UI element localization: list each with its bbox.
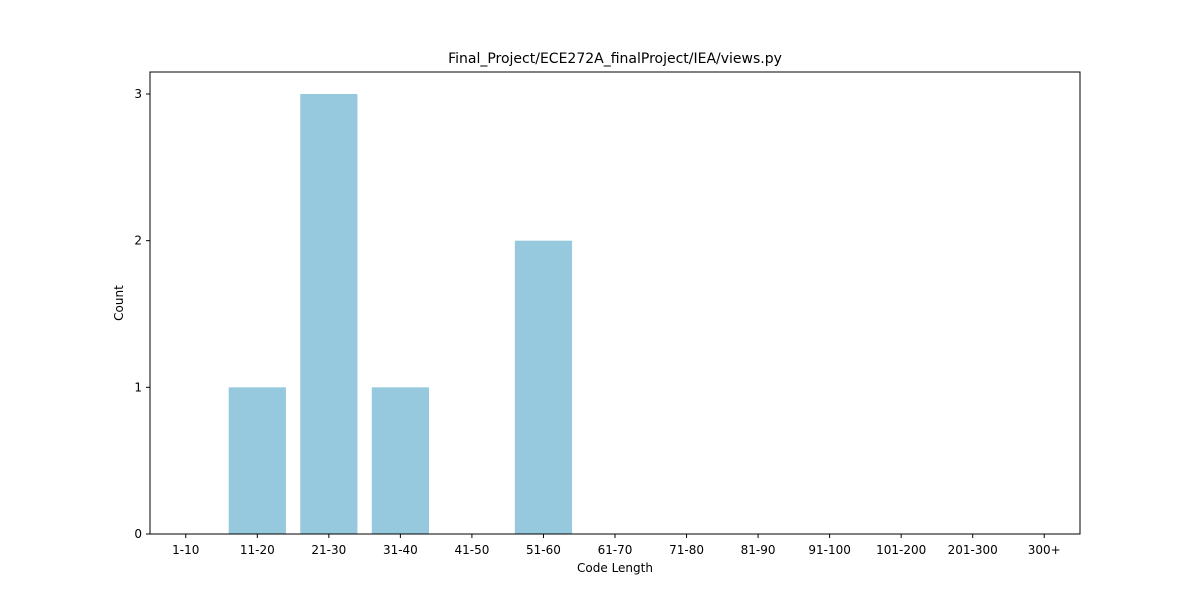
x-tick-label: 61-70 bbox=[598, 543, 633, 557]
x-tick-label: 81-90 bbox=[741, 543, 776, 557]
x-tick-label: 31-40 bbox=[383, 543, 418, 557]
x-tick-label: 21-30 bbox=[311, 543, 346, 557]
x-axis: 1-10 11-20 21-30 31-40 41-50 51-60 61-70 71-80 8… bbox=[172, 534, 1061, 557]
bar-51-60 bbox=[514, 240, 573, 534]
x-axis-label: Code Length bbox=[577, 561, 653, 575]
x-tick-label: 91-100 bbox=[808, 543, 851, 557]
x-tick-label: 201-300 bbox=[948, 543, 998, 557]
y-axis-label: Count bbox=[112, 285, 126, 321]
x-tick-label: 51-60 bbox=[526, 543, 561, 557]
y-tick-label: 3 bbox=[134, 87, 142, 101]
y-tick-label: 0 bbox=[134, 527, 142, 541]
bar-21-30 bbox=[300, 94, 358, 534]
bar-31-40 bbox=[371, 387, 429, 534]
bars-group bbox=[228, 94, 573, 534]
x-tick-label: 300+ bbox=[1028, 543, 1061, 557]
chart-title: Final_Project/ECE272A_finalProject/IEA/v… bbox=[448, 51, 782, 67]
x-tick-label: 101-200 bbox=[876, 543, 926, 557]
y-tick-label: 1 bbox=[134, 380, 142, 394]
x-tick-label: 41-50 bbox=[454, 543, 489, 557]
y-axis: 0 1 2 3 bbox=[134, 87, 150, 541]
bar-11-20 bbox=[228, 387, 286, 534]
x-tick-label: 1-10 bbox=[172, 543, 199, 557]
y-tick-label: 2 bbox=[134, 234, 142, 248]
x-tick-label: 71-80 bbox=[669, 543, 704, 557]
x-tick-label: 11-20 bbox=[240, 543, 275, 557]
